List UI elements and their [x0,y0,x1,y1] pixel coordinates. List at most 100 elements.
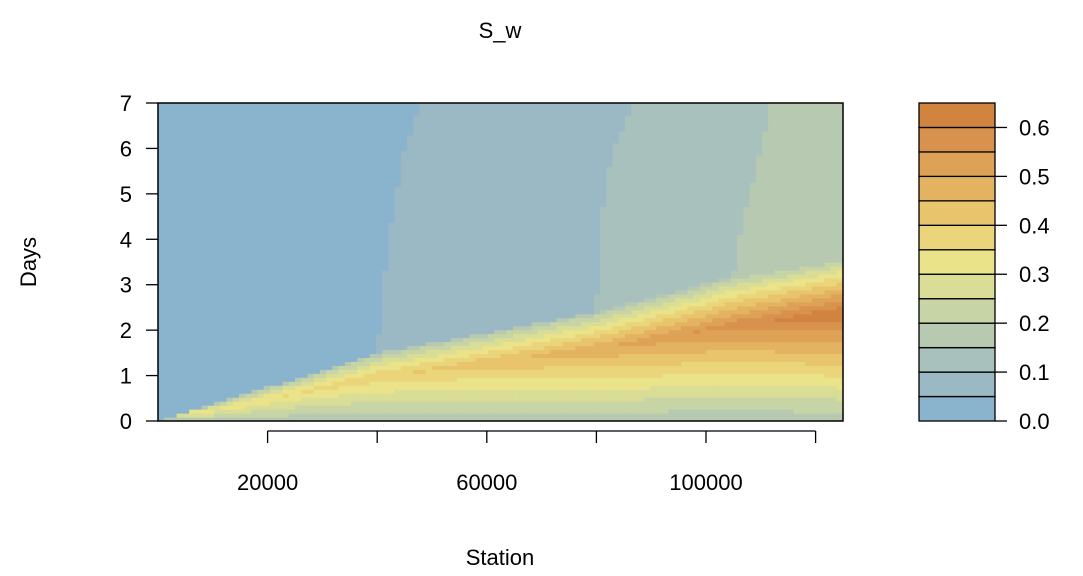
heatmap-cell [276,333,284,339]
heatmap-cell [369,106,377,112]
heatmap-cell [388,377,396,382]
heatmap-cell [488,337,495,343]
heatmap-cell [407,110,414,116]
heatmap-cell [170,361,178,366]
heatmap-cell [432,214,439,219]
heatmap-cell [475,206,483,211]
heatmap-cell [295,301,302,307]
heatmap-cell [450,214,458,219]
heatmap-cell [351,409,358,414]
heatmap-cell [481,134,489,140]
heatmap-cell [220,365,228,370]
heatmap-cell [158,262,165,267]
heatmap-cell [382,317,390,323]
heatmap-cell [444,182,452,188]
heatmap-cell [189,194,196,199]
heatmap-cell [375,110,383,116]
heatmap-cell [344,341,352,347]
heatmap-cell [201,301,209,307]
heatmap-cell [375,357,383,362]
heatmap-cell [251,178,259,184]
heatmap-cell [214,186,221,192]
heatmap-cell [251,325,259,331]
heatmap-cell [494,353,502,359]
heatmap-cell [519,242,527,247]
heatmap-cell [382,142,390,148]
heatmap-cell [245,214,253,219]
heatmap-cell [270,397,277,402]
heatmap-cell [438,369,446,374]
heatmap-cell [251,273,259,279]
heatmap-cell [519,361,527,366]
heatmap-cell [313,186,321,192]
heatmap-cell [394,103,402,108]
heatmap-cell [500,158,508,164]
heatmap-cell [519,194,527,199]
heatmap-cell [313,417,321,421]
heatmap-cell [519,262,527,267]
heatmap-cell [394,353,402,359]
heatmap-cell [525,246,533,251]
heatmap-cell [332,357,340,362]
heatmap-cell [164,190,172,196]
heatmap-cell [456,114,464,120]
heatmap-cell [506,377,514,382]
heatmap-cell [500,405,508,410]
heatmap-cell [344,103,352,108]
heatmap-cell [164,182,172,188]
heatmap-cell [419,401,427,406]
heatmap-cell [494,250,502,255]
heatmap-cell [469,218,477,223]
heatmap-cell [531,178,539,184]
heatmap-cell [189,122,196,128]
heatmap-cell [413,106,421,112]
heatmap-cell [500,305,508,311]
heatmap-cell [519,218,527,223]
heatmap-cell [214,313,221,319]
heatmap-cell [469,166,477,172]
heatmap-cell [525,273,533,279]
heatmap-cell [263,182,271,188]
heatmap-cell [295,138,302,144]
heatmap-cell [382,349,390,355]
heatmap-cell [425,166,433,172]
heatmap-cell [263,325,271,331]
heatmap-cell [375,134,383,140]
heatmap-cell [251,250,259,255]
heatmap-cell [363,317,371,323]
heatmap-cell [450,297,458,303]
heatmap-cell [220,301,228,307]
heatmap-cell [488,293,495,299]
heatmap-cell [469,158,477,164]
heatmap-cell [220,349,228,355]
heatmap-cell [407,349,414,355]
heatmap-cell [226,106,234,112]
heatmap-cell [164,130,172,136]
heatmap-cell [369,246,377,251]
heatmap-cell [276,186,284,192]
heatmap-cell [481,166,489,172]
heatmap-cell [488,130,495,136]
heatmap-cell [363,122,371,128]
heatmap-cell [214,345,221,351]
heatmap-cell [214,289,221,295]
heatmap-cell [276,409,284,414]
heatmap-cell [158,198,165,203]
heatmap-cell [369,218,377,223]
heatmap-cell [313,341,321,347]
heatmap-cell [245,110,253,116]
heatmap-cell [288,357,296,362]
heatmap-cell [512,389,520,394]
heatmap-cell [195,174,203,180]
heatmap-cell [220,357,228,362]
heatmap-cell [170,122,178,128]
heatmap-cell [400,269,408,275]
heatmap-cell [407,341,414,347]
heatmap-cell [506,262,514,267]
heatmap-cell [475,110,483,116]
heatmap-cell [500,277,508,283]
heatmap-cell [456,226,464,231]
heatmap-cell [400,365,408,370]
heatmap-cell [226,369,234,374]
heatmap-cell [251,122,259,128]
